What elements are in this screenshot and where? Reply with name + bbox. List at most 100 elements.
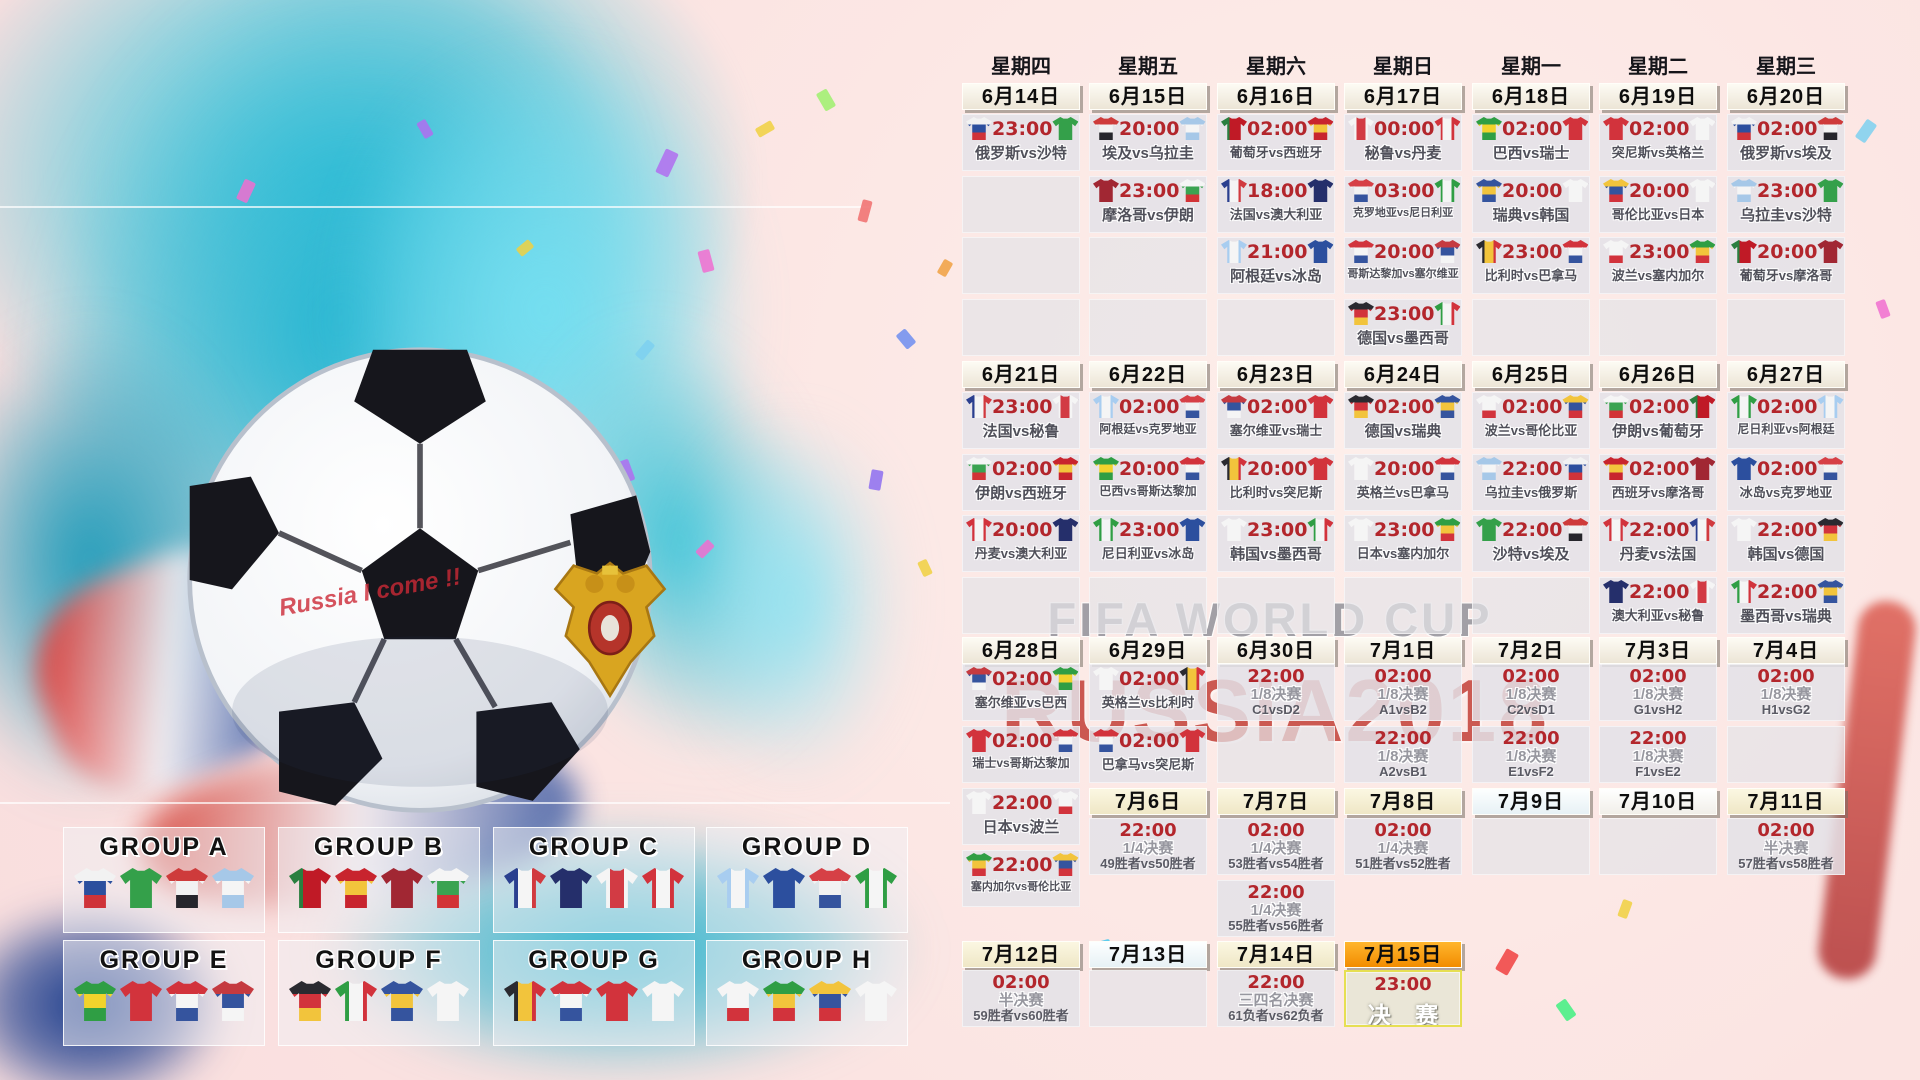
jersey-icon-尼日利亚	[855, 868, 897, 908]
jersey-icon-英格兰	[642, 981, 684, 1021]
match-time: 22:00	[1502, 728, 1560, 749]
weekday-label: 星期一	[1501, 56, 1561, 78]
jersey-icon-伊朗	[966, 457, 992, 480]
jersey-icon-塞尔维亚	[1434, 240, 1461, 263]
knockout-cell: 02:00 1/8决赛 H1vsG2	[1727, 664, 1845, 721]
match-time: 22:00	[1757, 580, 1818, 603]
group-box-d: GROUP D	[706, 827, 908, 933]
match-time: 02:00	[1374, 820, 1432, 841]
pair-label: C1vsD2	[1252, 702, 1300, 717]
match-label: 伊朗vs西班牙	[975, 485, 1067, 502]
match-cell: 20:00 埃及vs乌拉圭	[1089, 114, 1207, 171]
date-header: 7月13日	[1089, 941, 1207, 968]
pair-label: A1vsB2	[1379, 702, 1427, 717]
match-time: 02:00	[1757, 395, 1818, 418]
match-time: 22:00	[1374, 728, 1432, 749]
match-cell: 20:00 哥斯达黎加vs塞尔维亚	[1344, 237, 1462, 294]
match-cell: 02:00 波兰vs哥伦比亚	[1472, 392, 1590, 449]
stage-label: 1/8决赛	[1505, 748, 1557, 765]
jersey-icon-俄罗斯	[1731, 117, 1757, 140]
empty-cell	[1472, 577, 1590, 634]
match-time: 21:00	[1247, 240, 1308, 263]
match-time: 23:00	[1629, 240, 1690, 263]
jersey-icon-阿根廷	[1093, 395, 1119, 418]
jersey-icon-瑞士	[120, 981, 162, 1021]
match-cell: 23:00 俄罗斯vs沙特	[962, 114, 1080, 171]
jersey-icon-法国	[1221, 179, 1247, 202]
jersey-icon-巴西	[74, 981, 116, 1021]
match-cell: 22:00 日本vs波兰	[962, 788, 1080, 845]
jersey-icon-法国	[504, 868, 546, 908]
match-time: 02:00	[1247, 395, 1308, 418]
group-box-c: GROUP C	[493, 827, 695, 933]
jersey-icon-巴拿马	[1093, 729, 1119, 752]
pair-label: G1vsH2	[1633, 702, 1683, 717]
jersey-icon-瑞士	[1562, 117, 1589, 140]
match-time: 22:00	[1629, 728, 1687, 749]
match-time: 23:00	[1374, 518, 1435, 541]
group-title: GROUP C	[528, 833, 660, 861]
empty-cell	[1472, 299, 1590, 356]
match-cell: 20:00 比利时vs突尼斯	[1217, 454, 1335, 511]
date-header: 7月1日	[1344, 637, 1462, 664]
pair-label: H1vsG2	[1761, 702, 1811, 717]
stage-label: 1/4决赛	[1250, 840, 1302, 857]
match-cell: 02:00 突尼斯vs英格兰	[1599, 114, 1717, 171]
match-cell: 02:00 伊朗vs西班牙	[962, 454, 1080, 511]
match-cell: 02:00 英格兰vs比利时	[1089, 664, 1207, 721]
match-time: 02:00	[1119, 395, 1180, 418]
match-time: 20:00	[1629, 179, 1690, 202]
jersey-icon-冰岛	[1731, 457, 1757, 480]
match-time: 18:00	[1247, 179, 1308, 202]
jersey-icon-西班牙	[1307, 117, 1334, 140]
empty-cell	[962, 237, 1080, 294]
jersey-icon-西班牙	[335, 868, 377, 908]
jersey-icon-乌拉圭	[1731, 179, 1757, 202]
jersey-icon-比利时	[1179, 667, 1206, 690]
pair-label: 49胜者vs50胜者	[1100, 856, 1196, 871]
match-cell: 02:00 伊朗vs葡萄牙	[1599, 392, 1717, 449]
jersey-icon-冰岛	[1179, 518, 1206, 541]
jersey-icon-埃及	[1562, 518, 1589, 541]
group-box-b: GROUP B	[278, 827, 480, 933]
match-time: 23:00	[1119, 179, 1180, 202]
jersey-icon-波兰	[1052, 791, 1079, 814]
match-cell: 23:00 波兰vs塞内加尔	[1599, 237, 1717, 294]
match-cell: 18:00 法国vs澳大利亚	[1217, 176, 1335, 233]
jersey-icon-秘鲁	[1348, 117, 1374, 140]
group-jerseys	[707, 975, 907, 1021]
match-label: 巴西vs哥斯达黎加	[1099, 484, 1197, 498]
match-label: 日本vs波兰	[982, 819, 1060, 836]
jersey-icon-巴拿马	[1562, 240, 1589, 263]
jersey-icon-英格兰	[1689, 117, 1716, 140]
jersey-icon-巴拿马	[550, 981, 592, 1021]
date-header: 6月24日	[1344, 361, 1462, 388]
jersey-icon-丹麦	[642, 868, 684, 908]
match-cell: 23:00 乌拉圭vs沙特	[1727, 176, 1845, 233]
knockout-cell: 02:00 1/8决赛 C2vsD1	[1472, 664, 1590, 721]
jersey-icon-巴西	[1052, 667, 1079, 690]
match-label: 尼日利亚vs冰岛	[1101, 546, 1195, 561]
jersey-icon-韩国	[1731, 518, 1757, 541]
match-time: 02:00	[1502, 117, 1563, 140]
match-time: 22:00	[1629, 580, 1690, 603]
match-label: 乌拉圭vs俄罗斯	[1484, 485, 1578, 500]
jersey-icon-哥斯达黎加	[1052, 729, 1079, 752]
match-label: 俄罗斯vs埃及	[1740, 145, 1832, 162]
group-title: GROUP B	[313, 833, 445, 861]
jersey-icon-波兰	[1476, 395, 1502, 418]
jersey-icon-冰岛	[1307, 240, 1334, 263]
jersey-icon-阿根廷	[1221, 240, 1247, 263]
empty-cell	[1599, 299, 1717, 356]
date-header: 6月20日	[1727, 83, 1845, 110]
match-cell: 02:00 冰岛vs克罗地亚	[1727, 454, 1845, 511]
stage-label: 1/8决赛	[1632, 748, 1684, 765]
match-time: 02:00	[992, 972, 1050, 993]
match-label: 埃及vs乌拉圭	[1102, 145, 1194, 162]
empty-cell	[962, 577, 1080, 634]
jersey-icon-葡萄牙	[1689, 395, 1716, 418]
knockout-cell: 22:00 1/8决赛 A2vsB1	[1344, 726, 1462, 783]
match-time: 23:00	[1119, 518, 1180, 541]
match-time: 22:00	[1247, 972, 1305, 993]
match-time: 02:00	[1629, 666, 1687, 687]
